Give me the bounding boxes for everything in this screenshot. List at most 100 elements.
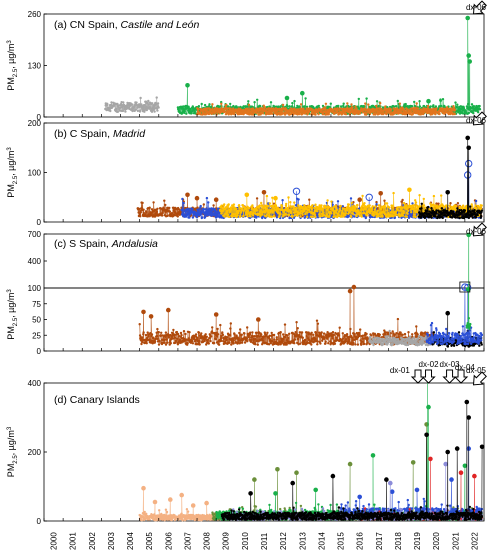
panel-a-series-point-2-4	[197, 108, 200, 111]
panel-a-series-point-1-523	[342, 102, 345, 105]
panel-a-series-point-1-934	[472, 111, 475, 115]
panel-b-series-point-0-62	[156, 207, 159, 210]
panel-b-series-point-3-122	[456, 207, 459, 210]
panel-b-series-point-1-9	[183, 213, 186, 216]
panel-a-series-point-2-404	[324, 102, 328, 106]
panel-a-series-point-1-954	[478, 108, 482, 111]
panel-b-series-point-2-338	[325, 208, 329, 211]
panel-b-series-point-3-39	[430, 207, 433, 210]
panel-a-series-point-1-250	[256, 98, 259, 102]
panel-a-series-point-1-515	[339, 105, 343, 108]
panel-b-series-point-2-603	[410, 211, 413, 214]
panel-a-series-point-1-805	[432, 104, 435, 107]
panel-a-series-point-0-135	[147, 99, 150, 103]
panel-b-series-point-0-77	[161, 214, 164, 217]
panel-a-series-point-1-830	[439, 104, 443, 108]
panel-a-series-point-2-326	[299, 103, 303, 106]
panel-b-series-point-2-617	[414, 215, 417, 219]
panel-b-series-point-3-154	[465, 135, 471, 141]
panel-b-series-point-1-368	[297, 198, 300, 201]
panel-b-series-point-0-8	[139, 215, 142, 218]
panel-b-series-point-1-927	[474, 199, 478, 203]
panel-b-series-point-2-496	[376, 209, 379, 212]
panel-b-series-point-0-15	[141, 201, 144, 205]
panel-b-series-point-2-225	[289, 210, 293, 213]
panel-a-series-point-2-484	[350, 103, 353, 106]
panel-b-series-point-1-234	[255, 216, 258, 219]
panel-b-series-point-2-555	[395, 213, 398, 216]
panel-a-series-point-2-578	[380, 107, 383, 111]
panel-b-series-point-0-837	[401, 198, 404, 202]
panel-b-series-point-1-94	[210, 214, 213, 217]
panel-b-series-point-2-344	[327, 206, 331, 209]
panel-b-series-point-2-210	[285, 202, 288, 206]
panel-b-series-point-1-59	[199, 204, 202, 208]
panel-b-series-point-2-805	[474, 204, 477, 207]
panel-a-ytick-label-1: 130	[28, 62, 42, 71]
panel-b-series-point-2-386	[341, 209, 344, 212]
panel-a-series-point-1-949	[477, 111, 480, 114]
panel-a-series-point-1-483	[329, 102, 332, 105]
panel-b-series-point-2-449	[361, 194, 364, 198]
panel-a-series-point-1-86	[203, 103, 207, 107]
panel-a-series-point-1-222	[247, 100, 250, 103]
panel-a-series-point-1-919	[467, 111, 471, 115]
panel-b-series-point-1-506	[341, 205, 345, 208]
panel-b-series-point-2-6	[220, 212, 223, 215]
panel-a-series-point-2-672	[410, 110, 413, 113]
panel-b-series-point-1-6	[182, 201, 185, 205]
panel-b-series-point-2-215	[286, 206, 290, 210]
panel-a-series-point-0-85	[131, 103, 134, 106]
panel-a-series-point-2-689	[415, 102, 418, 105]
panel-b-series-point-2-129	[259, 209, 263, 212]
panel-b-series-point-2-490	[374, 205, 377, 209]
panel-b-series-point-1-34	[191, 207, 194, 211]
panel-b-series-point-0-987	[449, 202, 452, 205]
panel-b-series-point-2-526	[385, 202, 389, 205]
panel-b-series-point-0-101	[168, 210, 172, 213]
panel-a-series-point-0-162	[155, 96, 158, 99]
panel-a-series-point-2-809	[453, 108, 457, 112]
panel-b-series-point-2-543	[391, 205, 394, 208]
panel-a-series-point-2-267	[280, 109, 284, 112]
panel-a-series-point-0-56	[121, 109, 125, 113]
panel-b-series-point-2-276	[306, 211, 309, 214]
panel-a-series-point-1-137	[220, 100, 223, 104]
panel-b-series-point-2-171	[273, 215, 276, 218]
panel-a-series-point-1-915	[466, 102, 470, 106]
panel-b-series-point-2-574	[401, 206, 404, 209]
panel-b-series-point-2-28	[227, 215, 231, 219]
panel-b-series-point-2-43	[232, 203, 236, 206]
panel-b-series-point-2-148	[265, 194, 269, 198]
panel-b-series-point-2-446	[360, 215, 363, 218]
panel-b-series-point-2-697	[440, 194, 443, 197]
panel-a-series-point-0-103	[136, 109, 140, 113]
panel-b-series-point-2-433	[356, 203, 359, 207]
panel-b-series-point-0-38	[148, 206, 151, 209]
panel-b-series-point-1-532	[349, 197, 353, 200]
panel-b-series-point-2-612	[413, 213, 416, 216]
panel-a-series-point-1-789	[426, 98, 431, 104]
panel-b-series-point-2-103	[251, 204, 254, 207]
panel-b-series-point-1-715	[407, 216, 411, 219]
panel-b-series-point-2-588	[405, 215, 408, 218]
panel-b-series-point-2-56	[236, 214, 239, 217]
panel-a-series-point-1-445	[317, 104, 320, 108]
panel-a-series-point-1-403	[304, 97, 307, 100]
panel-a-series-point-1-929	[470, 103, 474, 106]
panel-a-series-point-2-609	[390, 108, 393, 111]
panel-a-series-point-1-762	[418, 105, 422, 108]
panel-b-series-point-2-109	[253, 210, 256, 213]
panel-a-series-point-2-761	[438, 112, 441, 116]
panel-a-series-point-1-829	[439, 99, 443, 102]
panel-a-series-point-2-693	[416, 107, 420, 110]
panel-b-series-point-0-377	[255, 197, 259, 200]
panel-a-series-point-1-361	[291, 101, 294, 105]
panel-a-series-point-1-595	[365, 97, 368, 100]
panel-b-series-point-0-188	[194, 195, 200, 201]
panel-a-series-point-2-48	[211, 103, 214, 106]
panel-a-series-point-1-918	[466, 53, 472, 58]
panel-a-series-point-1-717	[404, 102, 407, 106]
panel-b-series-point-2-217	[287, 196, 290, 199]
